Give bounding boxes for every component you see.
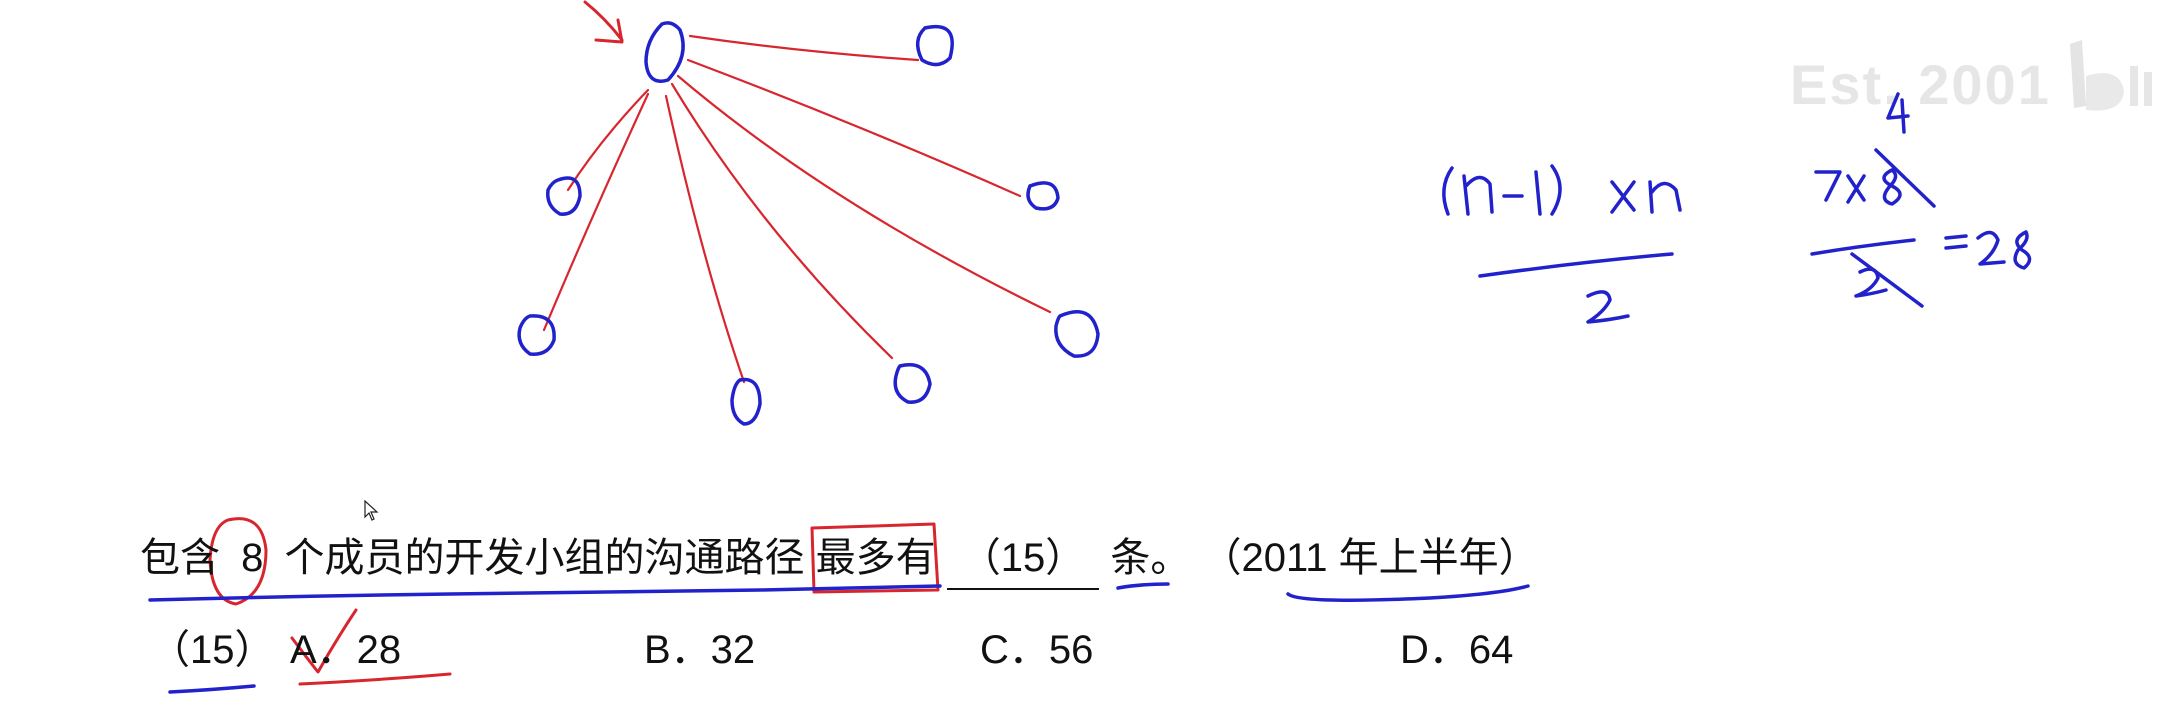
node-bottom (730, 377, 762, 426)
calculation-handwriting (1810, 92, 2032, 308)
node-bottom-right (893, 363, 932, 404)
node-left-upper (546, 176, 582, 216)
red-arrow-head (594, 18, 624, 44)
red-box-keyword (810, 522, 940, 594)
red-check-answer (290, 608, 358, 674)
option-item-number: （15） (150, 628, 275, 672)
red-arrow-stroke (583, 0, 624, 42)
bilibili-logo-icon (2070, 40, 2152, 111)
node-top-right (915, 24, 954, 67)
question-middle: 个成员的开发小组的沟通路径 (284, 536, 805, 580)
question-blank: （15） (946, 528, 1100, 590)
option-b: B．32 (644, 628, 756, 672)
hub-node (644, 21, 685, 83)
blue-underline-tiao (1116, 582, 1170, 590)
option-a: A．28 (290, 628, 402, 672)
question-member-count: 8 (241, 536, 264, 580)
option-d: D．64 (1400, 628, 1514, 672)
node-right-lower (1054, 310, 1100, 358)
question-source: （2011 年上半年） (1201, 536, 1539, 580)
option-c: C．56 (980, 628, 1094, 672)
question-keyword: 最多有 (815, 536, 936, 580)
watermark-text: Est. 2001 (1790, 53, 2051, 116)
graph-nodes (517, 21, 1100, 426)
node-right-upper (1026, 181, 1060, 211)
mouse-cursor-icon (364, 500, 379, 521)
red-circle-number (208, 517, 268, 606)
blue-underline-year (1286, 584, 1530, 602)
red-underline-answer (298, 672, 452, 686)
formula-handwriting (1442, 164, 1682, 324)
question-text: 包含 8 个成员的开发小组的沟通路径 最多有 （15） 条。 （2011 年上半… (140, 528, 1539, 590)
question-prefix: 包含 (140, 536, 220, 580)
question-suffix: 条。 (1110, 536, 1191, 580)
graph-edges (542, 34, 1052, 384)
node-left-lower (517, 314, 556, 356)
blue-underline-question (148, 584, 942, 602)
blue-underline-item (168, 684, 256, 694)
